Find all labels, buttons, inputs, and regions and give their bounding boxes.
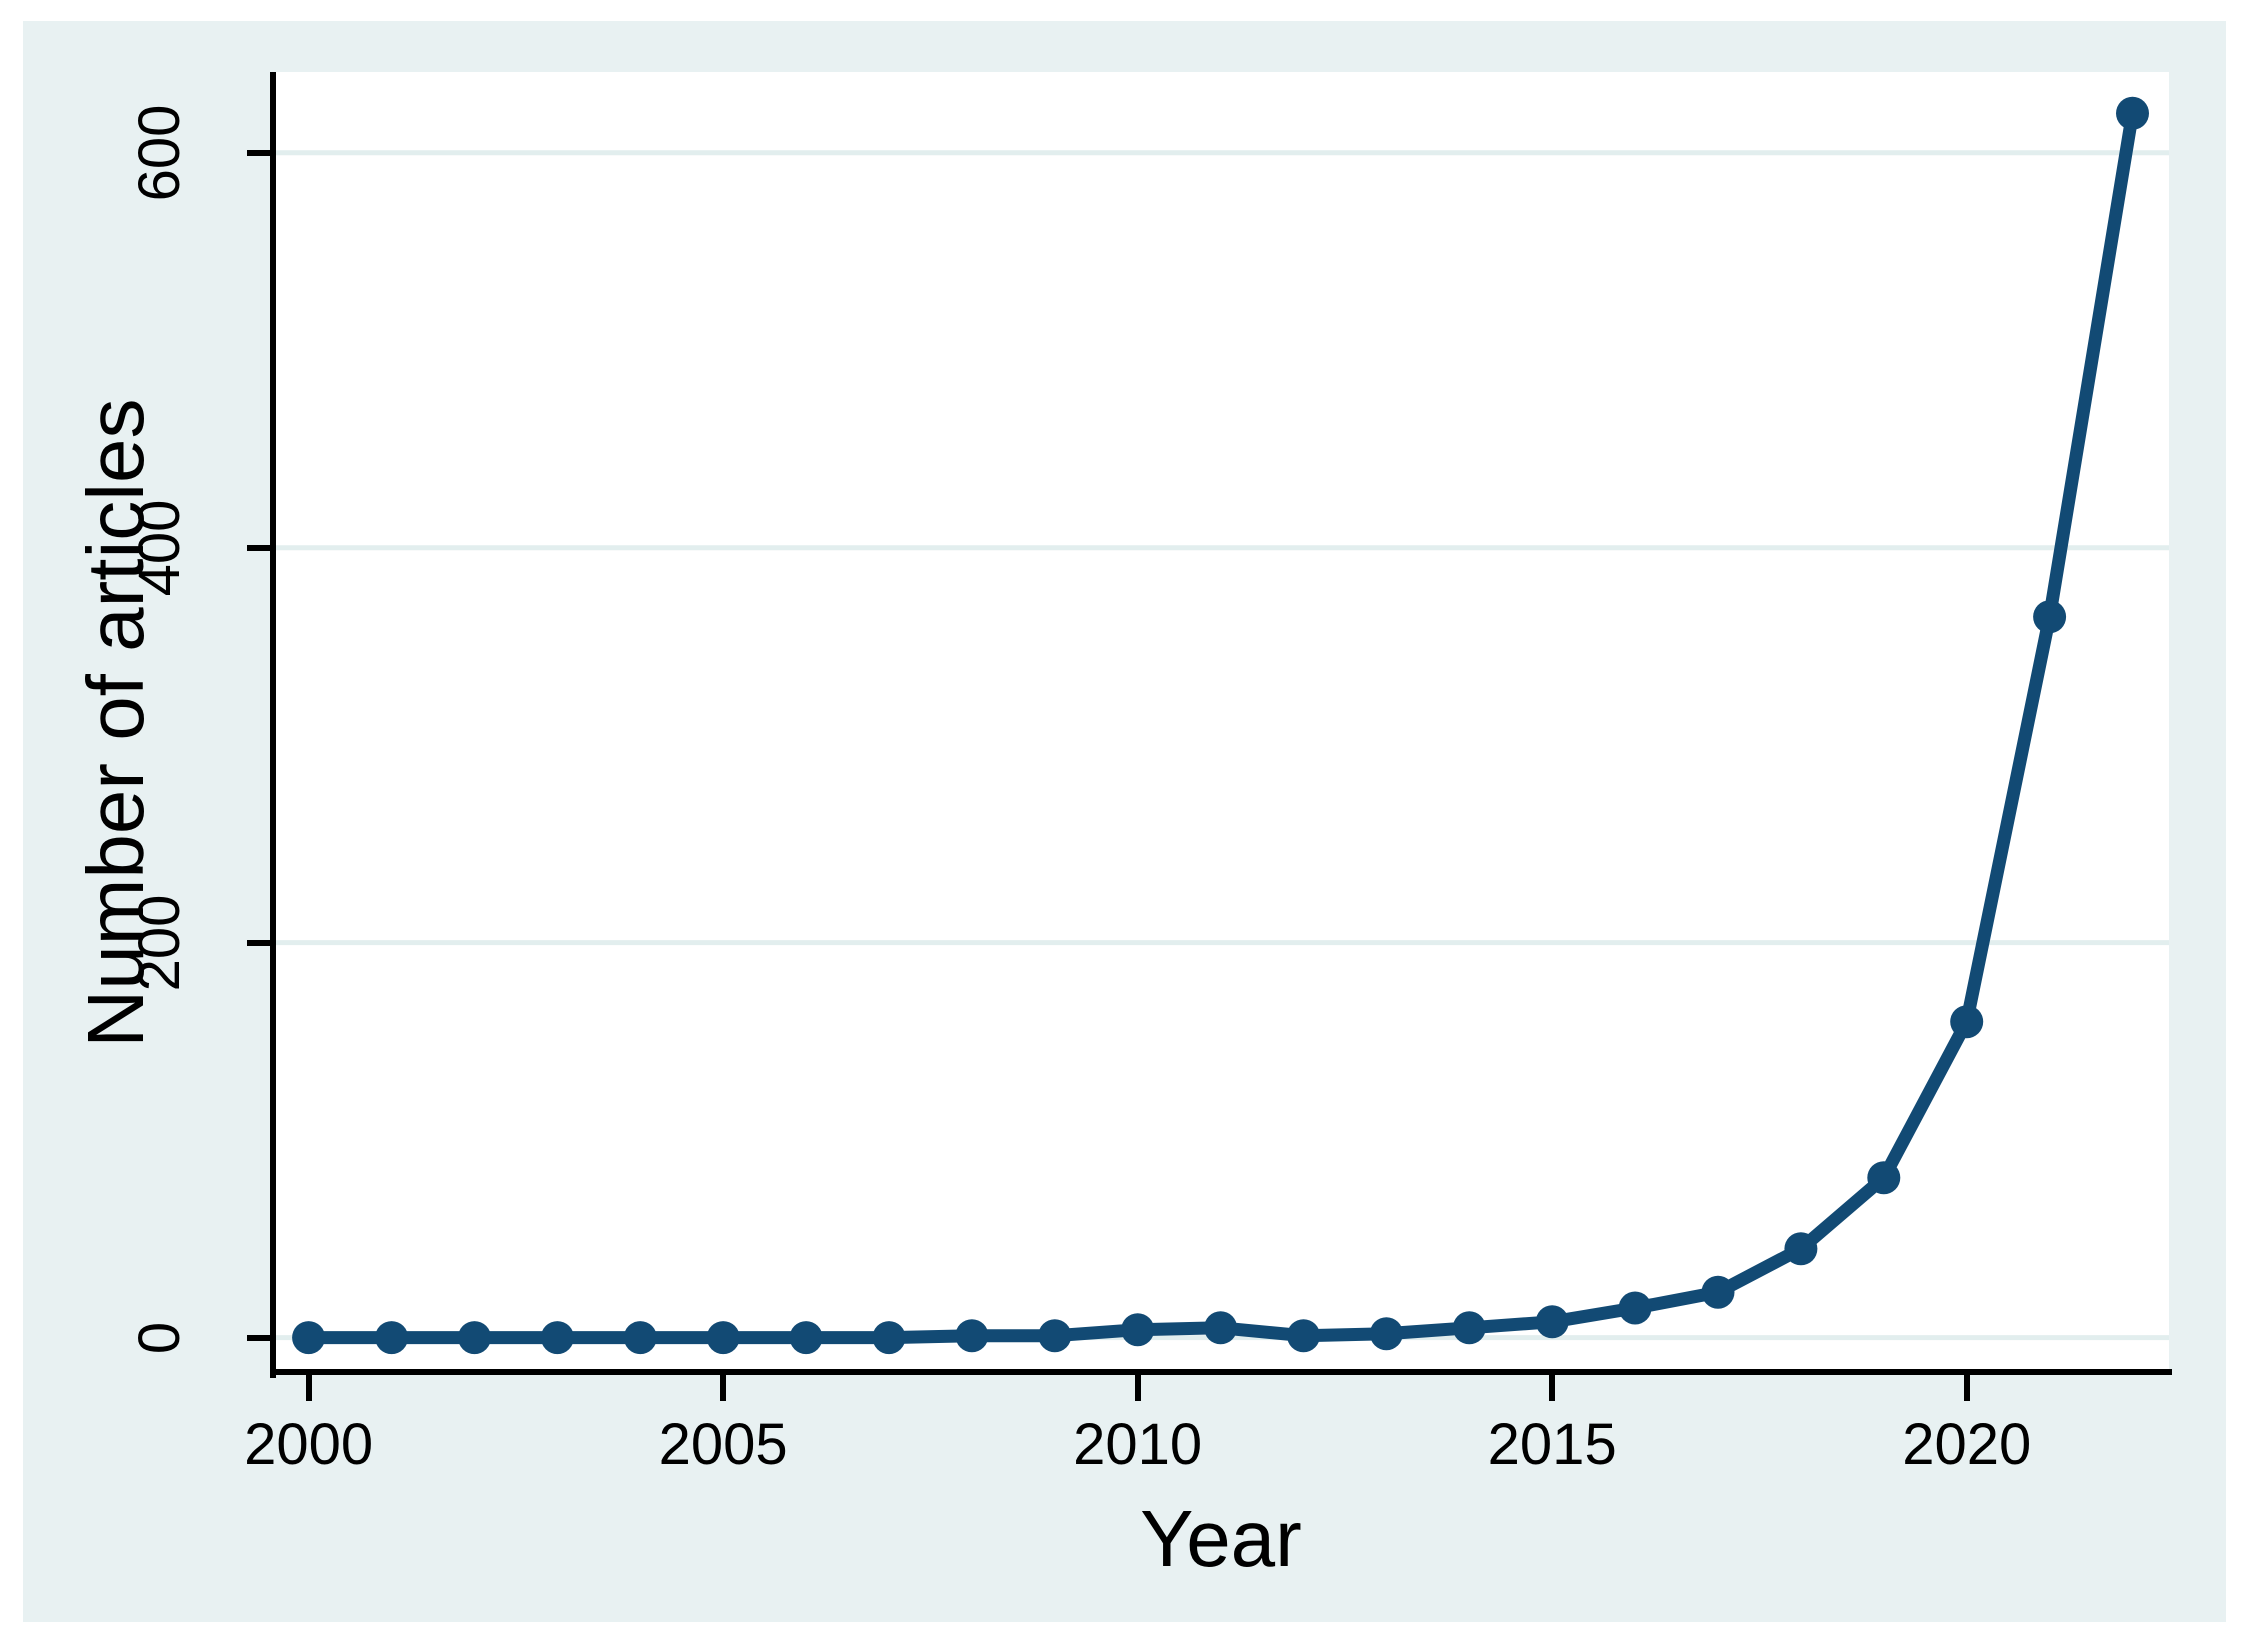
x-axis-line <box>270 1369 2172 1375</box>
x-tick-2000 <box>305 1375 312 1401</box>
x-tick-2020 <box>1963 1375 1970 1401</box>
data-point-2001 <box>375 1321 409 1355</box>
y-tick-600 <box>247 149 273 156</box>
x-tick-label-2015: 2015 <box>1487 1412 1617 1477</box>
data-point-2005 <box>706 1321 740 1355</box>
data-point-2003 <box>540 1321 574 1355</box>
data-point-2018 <box>1784 1232 1818 1266</box>
x-tick-label-2000: 2000 <box>244 1412 374 1477</box>
data-point-2017 <box>1701 1275 1735 1309</box>
y-tick-0 <box>247 1334 273 1341</box>
x-tick-2010 <box>1134 1375 1141 1401</box>
data-point-2002 <box>458 1321 491 1355</box>
data-point-2020 <box>1950 1005 1984 1039</box>
x-tick-label-2020: 2020 <box>1902 1412 2032 1477</box>
y-axis-line <box>270 72 276 1378</box>
data-point-2014 <box>1452 1311 1486 1345</box>
y-tick-label-600: 600 <box>127 104 192 202</box>
x-tick-2005 <box>720 1375 727 1401</box>
y-tick-200 <box>247 939 273 946</box>
data-point-2008 <box>955 1319 989 1353</box>
x-axis-title: Year <box>1140 1494 1302 1583</box>
data-point-2007 <box>872 1321 906 1355</box>
data-point-2010 <box>1121 1313 1155 1347</box>
data-point-2019 <box>1867 1161 1901 1195</box>
y-tick-400 <box>247 544 273 551</box>
data-point-2004 <box>623 1321 657 1355</box>
y-tick-label-200: 200 <box>127 894 192 992</box>
x-tick-label-2005: 2005 <box>658 1412 788 1477</box>
data-point-2022 <box>2116 96 2149 130</box>
articles-line-series <box>302 106 2139 1345</box>
data-point-2015 <box>1535 1305 1569 1339</box>
plot-area <box>273 72 2169 1372</box>
data-point-2021 <box>2033 600 2067 634</box>
data-point-2011 <box>1204 1311 1238 1345</box>
data-point-2006 <box>789 1321 823 1355</box>
x-tick-label-2010: 2010 <box>1073 1412 1203 1477</box>
data-point-2016 <box>1618 1291 1652 1325</box>
x-tick-2015 <box>1549 1375 1556 1401</box>
line-chart <box>273 96 2169 1355</box>
data-point-2009 <box>1038 1319 1072 1353</box>
data-point-2013 <box>1369 1317 1403 1351</box>
figure-canvas: Number of articles Year 0 200 400 600 2000 20… <box>23 21 2226 1622</box>
data-point-2012 <box>1287 1319 1320 1353</box>
data-point-2000 <box>292 1321 326 1355</box>
y-tick-label-400: 400 <box>127 499 192 597</box>
